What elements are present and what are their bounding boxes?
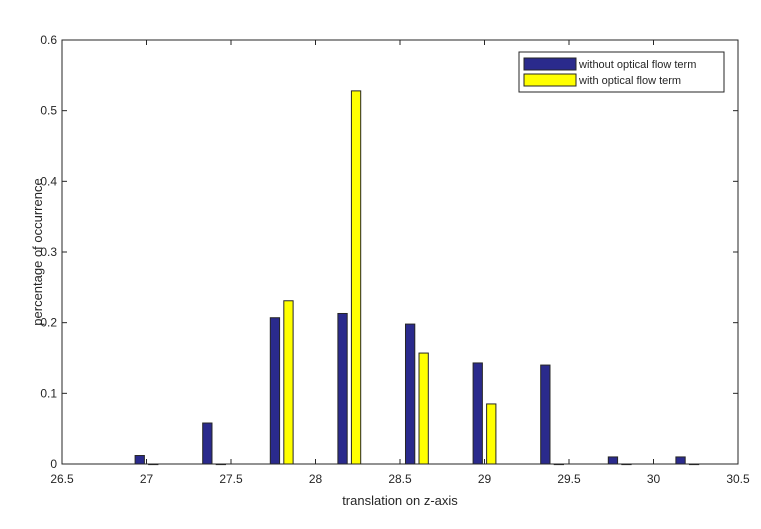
legend: without optical flow term with optical f… <box>518 51 725 93</box>
bar-series-1-bin-3 <box>350 90 362 465</box>
y-axis-ticks: 0 0.1 0.2 0.3 0.4 0.5 0.6 <box>40 33 738 471</box>
y-tick-label: 0.6 <box>40 33 57 47</box>
x-tick-label: 29.5 <box>557 472 581 486</box>
bar-series-0-bin-8 <box>675 456 686 465</box>
x-tick-label: 26.5 <box>50 472 74 486</box>
legend-label-with: with optical flow term <box>578 75 681 87</box>
x-tick-label: 29 <box>478 472 492 486</box>
plot-area <box>62 40 738 464</box>
y-tick-label: 0.1 <box>40 386 57 400</box>
legend-swatch-without <box>523 57 577 71</box>
bar-series-1-bin-5 <box>486 403 497 465</box>
y-tick-label: 0.3 <box>40 245 57 259</box>
bar-series-0-bin-0 <box>134 455 145 465</box>
y-axis-label: percentage of occurrence <box>30 178 45 325</box>
x-axis-ticks: 26.5 27 27.5 28 28.5 29 29.5 30 30.5 <box>50 40 750 486</box>
legend-label-without: without optical flow term <box>578 59 696 71</box>
bar-series-0-bin-5 <box>472 362 483 465</box>
x-tick-label: 30.5 <box>726 472 750 486</box>
x-tick-label: 27.5 <box>219 472 243 486</box>
bar-series-1-bin-2 <box>283 300 294 465</box>
bar-series-0-bin-3 <box>337 312 348 465</box>
bar-series-0-bin-7 <box>607 456 619 465</box>
x-tick-label: 27 <box>140 472 154 486</box>
y-tick-label: 0.5 <box>40 104 57 118</box>
bar-series-0-bin-2 <box>269 317 281 465</box>
bar-series-0-bin-6 <box>540 364 551 465</box>
y-tick-label: 0.2 <box>40 316 57 330</box>
x-axis-label: translation on z-axis <box>342 493 458 508</box>
bars-group <box>134 90 700 466</box>
y-tick-label: 0 <box>50 457 57 471</box>
bar-series-0-bin-4 <box>404 323 416 465</box>
bar-series-1-bin-4 <box>418 352 429 465</box>
legend-swatch-with <box>523 73 577 87</box>
x-tick-label: 28.5 <box>388 472 412 486</box>
x-tick-label: 30 <box>647 472 661 486</box>
y-tick-label: 0.4 <box>40 174 57 188</box>
x-tick-label: 28 <box>309 472 323 486</box>
bar-series-0-bin-1 <box>202 422 213 465</box>
